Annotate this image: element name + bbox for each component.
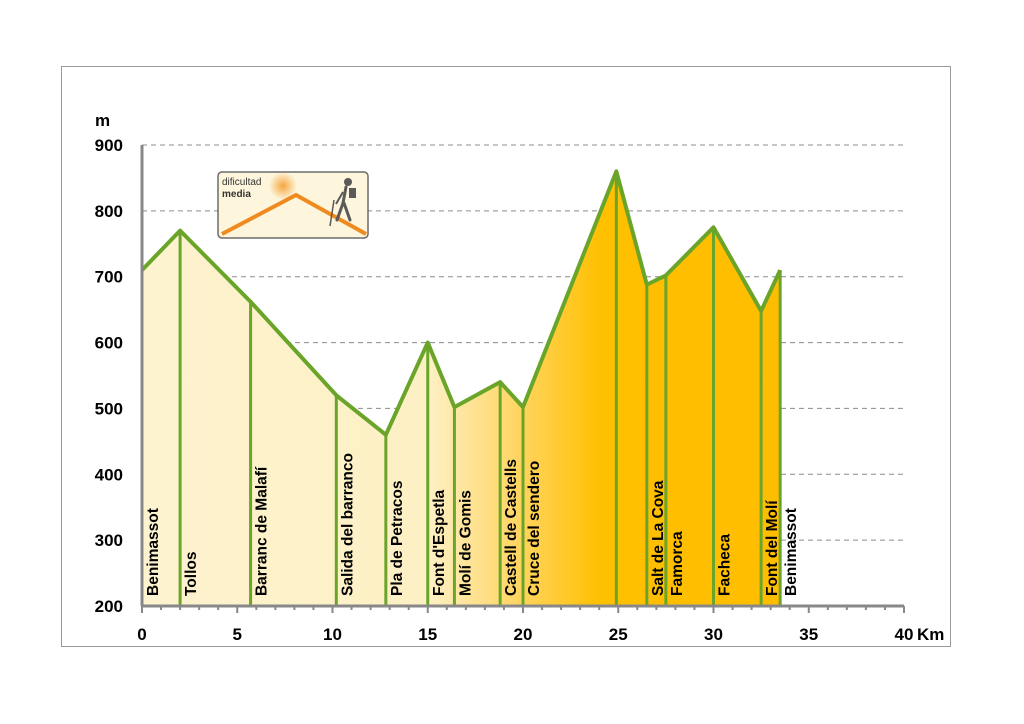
x-tick-label: 0 bbox=[137, 625, 146, 644]
waypoint-label: Salt de La Cova bbox=[650, 480, 667, 596]
x-tick-label: 15 bbox=[418, 625, 437, 644]
waypoint-label: Tollos bbox=[183, 552, 200, 597]
waypoint-label: Cruce del sendero bbox=[526, 461, 543, 596]
waypoint-label: Facheca bbox=[717, 534, 734, 596]
y-tick-label: 900 bbox=[95, 136, 123, 155]
waypoint-label: Salida del barranco bbox=[339, 453, 356, 596]
y-axis-unit: m bbox=[95, 111, 110, 130]
waypoint-label: Font del Molí bbox=[764, 500, 781, 596]
axes: 200 300 400 500 600 700 800 900 0 5 10 15 20 25 30 35 40 bbox=[95, 136, 914, 644]
x-tick-label: 20 bbox=[514, 625, 533, 644]
difficulty-badge: dificultad media bbox=[217, 171, 369, 239]
waypoint-label: Famorca bbox=[669, 531, 686, 596]
x-tick-label: 30 bbox=[704, 625, 723, 644]
waypoint-label: Castell de Castells bbox=[503, 459, 520, 596]
waypoint-labels: Benimassot Tollos Barranc de Malafí Salida … bbox=[145, 453, 800, 596]
elevation-line bbox=[140, 169, 782, 437]
y-tick-label: 500 bbox=[95, 399, 123, 418]
waypoint-label: Molí de Gomis bbox=[457, 490, 474, 596]
y-tick-label: 600 bbox=[95, 334, 123, 353]
elevation-area bbox=[142, 171, 781, 607]
x-tick-label: 10 bbox=[323, 625, 342, 644]
y-tick-label: 200 bbox=[95, 597, 123, 616]
x-tick-label: 40 bbox=[895, 625, 914, 644]
x-axis-unit: Km bbox=[917, 625, 944, 644]
waypoint-label: Benimassot bbox=[783, 508, 800, 596]
y-tick-label: 400 bbox=[95, 465, 123, 484]
x-tick-label: 5 bbox=[233, 625, 242, 644]
waypoint-label: Benimassot bbox=[145, 508, 162, 596]
y-tick-label: 700 bbox=[95, 268, 123, 287]
mountain-icon bbox=[221, 193, 367, 236]
sun-icon bbox=[269, 172, 297, 200]
waypoint-label: Pla de Petracos bbox=[389, 481, 406, 596]
y-tick-label: 800 bbox=[95, 202, 123, 221]
waypoint-label: Barranc de Malafí bbox=[254, 466, 271, 596]
difficulty-level: media bbox=[222, 189, 251, 200]
hiker-icon bbox=[329, 178, 356, 227]
x-tick-label: 25 bbox=[609, 625, 628, 644]
waypoint-label: Font d'Espetla bbox=[431, 489, 448, 596]
y-tick-label: 300 bbox=[95, 531, 123, 550]
x-tick-label: 35 bbox=[799, 625, 818, 644]
difficulty-label: dificultad bbox=[222, 177, 261, 188]
